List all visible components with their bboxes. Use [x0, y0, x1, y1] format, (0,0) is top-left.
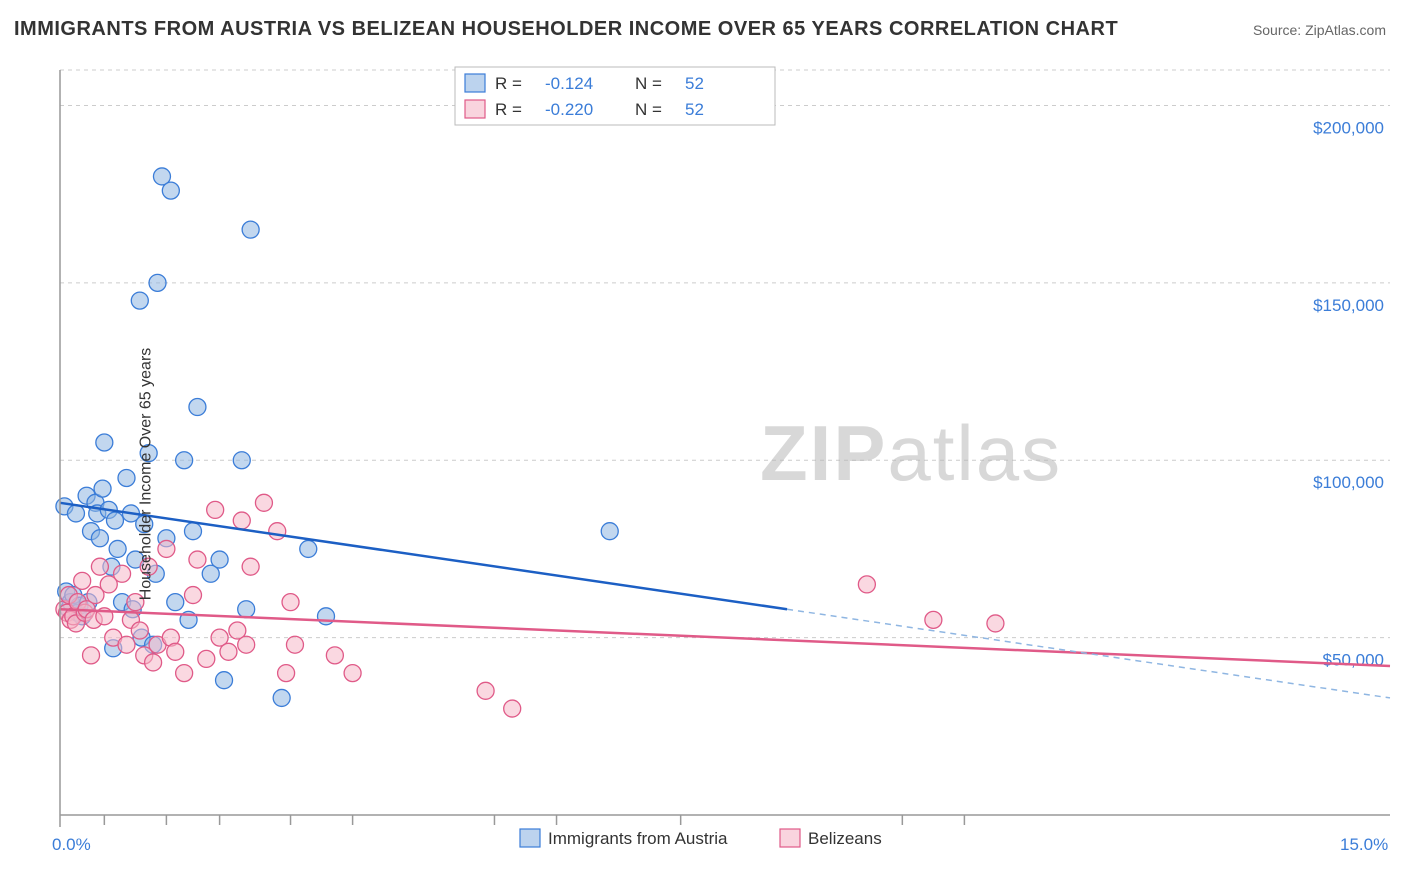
scatter-point — [91, 558, 108, 575]
legend-swatch-austria — [465, 74, 485, 92]
scatter-point — [83, 647, 100, 664]
scatter-point — [131, 622, 148, 639]
scatter-point — [198, 650, 215, 667]
scatter-point — [504, 700, 521, 717]
scatter-point — [987, 615, 1004, 632]
scatter-point — [278, 665, 295, 682]
legend-r-austria: -0.124 — [545, 74, 593, 93]
scatter-point — [189, 551, 206, 568]
scatter-point — [211, 551, 228, 568]
scatter-point — [233, 452, 250, 469]
y-tick-label: $50,000 — [1323, 651, 1384, 670]
scatter-point — [318, 608, 335, 625]
legend-r-belizeans: -0.220 — [545, 100, 593, 119]
scatter-point — [94, 480, 111, 497]
scatter-point — [477, 682, 494, 699]
scatter-point — [326, 647, 343, 664]
scatter-point — [118, 469, 135, 486]
scatter-point — [167, 594, 184, 611]
legend-swatch-belizeans — [465, 100, 485, 118]
scatter-point — [220, 643, 237, 660]
page-title: IMMIGRANTS FROM AUSTRIA VS BELIZEAN HOUS… — [14, 18, 1118, 41]
scatter-point — [145, 654, 162, 671]
chart-container: Householder Income Over 65 years $50,000… — [0, 55, 1406, 892]
scatter-point — [74, 572, 91, 589]
scatter-point — [114, 565, 131, 582]
scatter-point — [269, 523, 286, 540]
x-max-label: 15.0% — [1340, 835, 1388, 854]
watermark: ZIPatlas — [760, 409, 1062, 497]
scatter-point — [601, 523, 618, 540]
scatter-point — [300, 540, 317, 557]
y-tick-label: $100,000 — [1313, 473, 1384, 492]
legend-n-austria: 52 — [685, 74, 704, 93]
scatter-point — [67, 505, 84, 522]
scatter-point — [273, 689, 290, 706]
y-tick-label: $150,000 — [1313, 296, 1384, 315]
legend-n-label: N = — [635, 100, 662, 119]
legend-r-label: R = — [495, 100, 522, 119]
scatter-point — [176, 452, 193, 469]
legend-n-belizeans: 52 — [685, 100, 704, 119]
scatter-point — [207, 501, 224, 518]
scatter-point — [233, 512, 250, 529]
scatter-point — [185, 587, 202, 604]
legend-swatch-austria — [520, 829, 540, 847]
scatter-point — [189, 399, 206, 416]
scatter-point — [238, 636, 255, 653]
scatter-point — [109, 540, 126, 557]
scatter-point — [255, 494, 272, 511]
legend-label-belizeans: Belizeans — [808, 829, 882, 848]
scatter-point — [925, 611, 942, 628]
scatter-point — [96, 434, 113, 451]
scatter-point — [858, 576, 875, 593]
legend-r-label: R = — [495, 74, 522, 93]
scatter-point — [185, 523, 202, 540]
y-axis-label: Householder Income Over 65 years — [137, 347, 155, 600]
scatter-point — [131, 292, 148, 309]
scatter-point — [162, 182, 179, 199]
scatter-point — [286, 636, 303, 653]
scatter-point — [282, 594, 299, 611]
scatter-point — [158, 540, 175, 557]
legend-n-label: N = — [635, 74, 662, 93]
scatter-chart: $50,000 $100,000 $150,000 $200,000 ZIPatlas 0… — [0, 55, 1406, 892]
x-min-label: 0.0% — [52, 835, 91, 854]
scatter-point — [344, 665, 361, 682]
scatter-point — [238, 601, 255, 618]
y-tick-label: $200,000 — [1313, 118, 1384, 137]
scatter-point — [91, 530, 108, 547]
source-attribution: Source: ZipAtlas.com — [1253, 22, 1386, 38]
legend-swatch-belizeans — [780, 829, 800, 847]
scatter-point — [216, 672, 233, 689]
legend-label-austria: Immigrants from Austria — [548, 829, 728, 848]
scatter-point — [106, 512, 123, 529]
scatter-point — [118, 636, 135, 653]
scatter-point — [167, 643, 184, 660]
scatter-point — [176, 665, 193, 682]
scatter-point — [242, 558, 259, 575]
scatter-point — [242, 221, 259, 238]
scatter-point — [149, 274, 166, 291]
